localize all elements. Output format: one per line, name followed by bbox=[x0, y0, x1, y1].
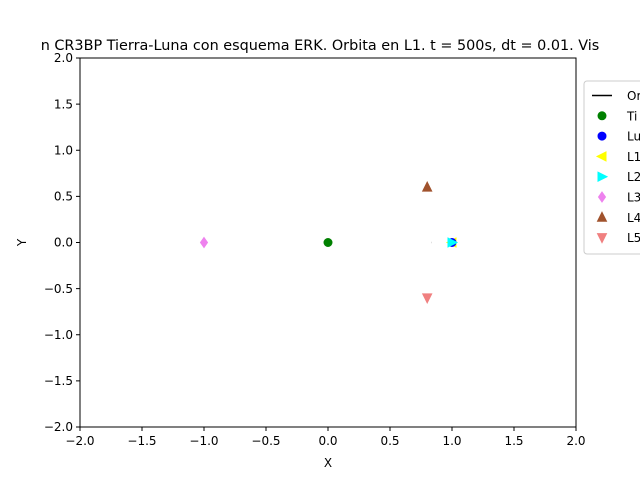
legend-box bbox=[583, 80, 640, 255]
data-point-ti bbox=[323, 238, 333, 247]
x-tick-label: −1.0 bbox=[189, 434, 218, 448]
x-axis-ticks: −2.0 −1.5 −1.0 −0.5 0.0 0.5 1.0 1.5 2.0 bbox=[65, 427, 586, 448]
data-point-l5 bbox=[421, 293, 433, 304]
x-tick-label: 2.0 bbox=[566, 434, 585, 448]
y-tick-label: 0.5 bbox=[54, 190, 73, 204]
x-tick-label: 0.0 bbox=[318, 434, 337, 448]
y-tick-label: 1.5 bbox=[54, 97, 73, 111]
legend-marker-l1 bbox=[595, 151, 607, 162]
legend-label: Ti bbox=[626, 109, 637, 123]
plot-area bbox=[199, 181, 459, 304]
data-point-l4 bbox=[421, 181, 433, 192]
legend: Or Ti Lu L1 L2 L3 L4 L5 bbox=[583, 80, 640, 255]
legend-label: L3 bbox=[627, 191, 640, 205]
legend-marker-l5 bbox=[596, 233, 608, 244]
y-tick-label: 1.0 bbox=[54, 143, 73, 157]
legend-label: L4 bbox=[627, 211, 640, 225]
y-tick-label: 2.0 bbox=[54, 51, 73, 65]
x-tick-label: 0.5 bbox=[380, 434, 399, 448]
legend-label: L2 bbox=[627, 170, 640, 184]
y-axis-ticks: −2.0 −1.5 −1.0 −0.5 0.0 0.5 1.0 1.5 2.0 bbox=[44, 51, 80, 434]
legend-marker-l2 bbox=[597, 171, 609, 183]
legend-label: L5 bbox=[627, 231, 640, 245]
y-tick-label: −1.5 bbox=[44, 374, 73, 388]
x-tick-label: −2.0 bbox=[65, 434, 94, 448]
legend-marker-ti bbox=[597, 111, 607, 121]
legend-marker-l4 bbox=[596, 211, 608, 222]
legend-label: Lu bbox=[627, 130, 640, 144]
x-tick-label: −1.5 bbox=[127, 434, 156, 448]
y-tick-label: 0.0 bbox=[54, 236, 73, 250]
legend-marker-lu bbox=[597, 131, 607, 141]
data-point-l3 bbox=[199, 236, 209, 249]
chart-title: n CR3BP Tierra-Luna con esquema ERK. Orb… bbox=[41, 38, 600, 54]
x-tick-label: −0.5 bbox=[251, 434, 280, 448]
legend-marker-l3 bbox=[597, 191, 607, 203]
y-axis-label: Y bbox=[15, 238, 29, 247]
y-tick-label: −1.0 bbox=[44, 328, 73, 342]
legend-label: L1 bbox=[627, 150, 640, 164]
data-point-l2 bbox=[447, 237, 459, 248]
y-tick-label: −0.5 bbox=[44, 282, 73, 296]
x-tick-label: 1.0 bbox=[442, 434, 461, 448]
x-axis-label: X bbox=[324, 456, 332, 470]
legend-label: Or bbox=[627, 89, 640, 103]
x-tick-label: 1.5 bbox=[504, 434, 523, 448]
y-tick-label: −2.0 bbox=[44, 420, 73, 434]
